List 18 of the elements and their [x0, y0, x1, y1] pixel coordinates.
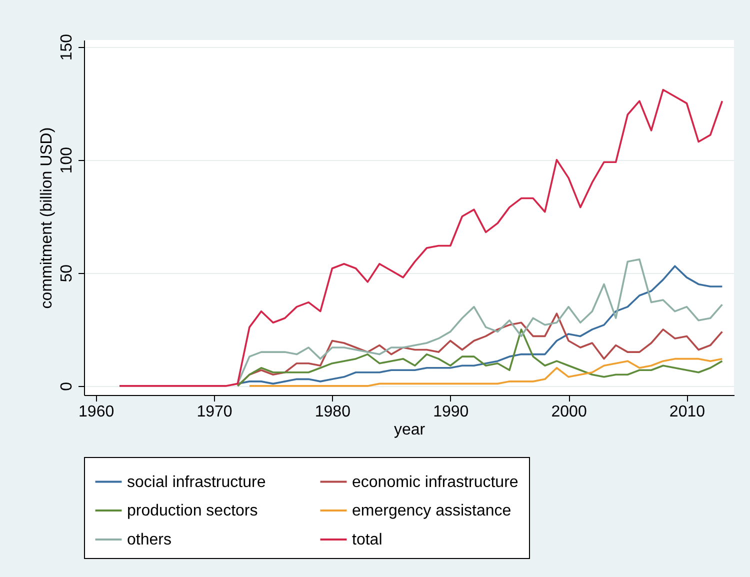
x-tick-label: 1990	[433, 404, 469, 420]
legend-label: production sectors	[127, 502, 258, 520]
y-tick-label: 100	[58, 146, 76, 174]
x-tick-label: 1980	[314, 404, 351, 420]
x-tick-label: 2010	[669, 404, 706, 420]
x-tick-label: 2000	[551, 404, 587, 420]
x-tick-label: 1970	[196, 404, 232, 420]
legend-label: others	[127, 532, 172, 548]
x-axis-title: year	[394, 422, 426, 438]
legend-label: total	[352, 532, 382, 548]
y-axis-title: commitment (billion USD)	[38, 127, 56, 309]
y-tick-label: 150	[58, 34, 76, 61]
legend-label: economic infrastructure	[352, 474, 518, 491]
legend-label: social infrastructure	[127, 474, 266, 491]
y-tick-label: 50	[58, 264, 76, 282]
y-tick-label: 0	[58, 382, 76, 391]
legend-label: emergency assistance	[352, 502, 512, 520]
x-tick-label: 1960	[78, 404, 114, 420]
